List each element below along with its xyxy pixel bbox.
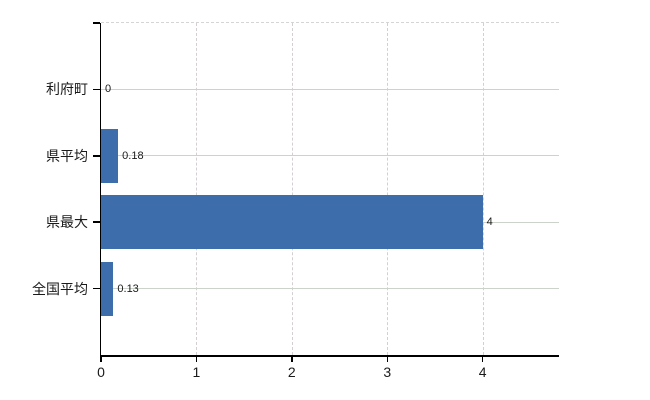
y-axis-tick — [92, 22, 100, 24]
h-gridline — [101, 288, 559, 290]
y-axis-tick — [92, 287, 100, 290]
x-axis-tick — [195, 355, 198, 362]
y-axis-line — [99, 23, 101, 357]
x-tick-label: 2 — [287, 364, 296, 380]
x-axis-tick — [291, 355, 293, 362]
y-axis-tick — [92, 88, 100, 91]
y-axis-tick — [92, 155, 100, 157]
v-gridline — [482, 23, 484, 355]
plot-top-border — [101, 22, 559, 23]
v-gridline — [387, 23, 389, 355]
bar-value-label: 4 — [486, 216, 493, 229]
category-label: 県最大 — [46, 214, 88, 231]
bar — [101, 261, 114, 316]
x-tick-label: 3 — [383, 364, 392, 380]
bar — [101, 195, 483, 250]
x-tick-label: 1 — [192, 364, 201, 380]
x-tick-label: 0 — [97, 364, 105, 380]
bar-value-label: 0.13 — [117, 282, 139, 295]
category-label: 県平均 — [46, 147, 88, 164]
category-label: 利府町 — [46, 81, 88, 98]
category-label: 全国平均 — [32, 280, 88, 297]
bar-value-label: 0.18 — [122, 149, 144, 162]
h-gridline — [101, 155, 559, 157]
v-gridline — [291, 23, 293, 355]
bar-value-label: 0 — [105, 83, 112, 96]
bar — [101, 128, 119, 183]
x-tick-label: 4 — [478, 364, 487, 380]
x-axis-line — [99, 355, 559, 357]
h-gridline — [101, 88, 559, 90]
x-axis-tick — [481, 355, 484, 362]
x-axis-tick — [100, 355, 102, 362]
v-gridline — [196, 23, 198, 355]
x-axis-tick — [386, 355, 388, 362]
y-axis-tick — [92, 221, 100, 223]
